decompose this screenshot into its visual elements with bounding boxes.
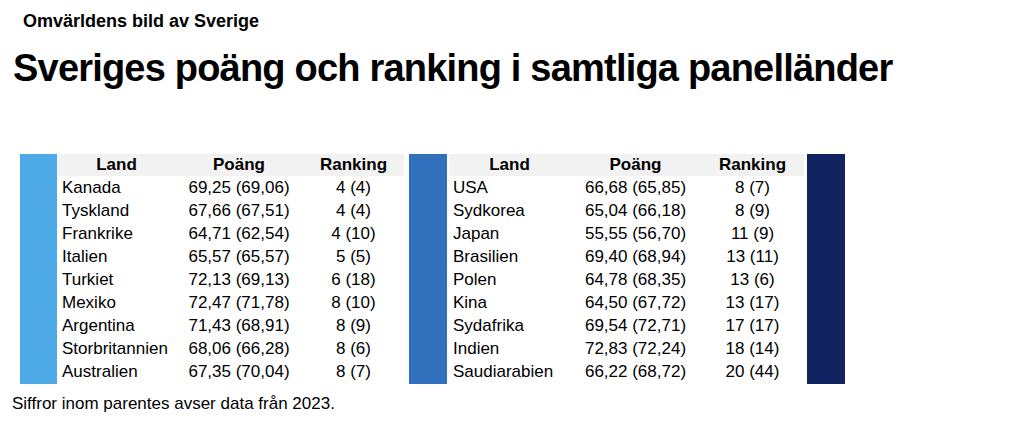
country-cell: Tyskland xyxy=(58,199,175,222)
score-cell: 69,25 (69,06) xyxy=(175,176,303,199)
table-row: Sydkorea 65,04 (66,18) 8 (9) xyxy=(449,199,804,222)
country-cell: Kanada xyxy=(58,176,175,199)
left-country-table: Land Poäng Ranking Kanada 69,25 (69,06) … xyxy=(58,154,404,383)
table-row: Frankrike 64,71 (62,54) 4 (10) xyxy=(58,222,404,245)
country-cell: USA xyxy=(449,176,570,199)
table-row: Tyskland 67,66 (67,51) 4 (4) xyxy=(58,199,404,222)
country-cell: Saudiarabien xyxy=(449,360,570,383)
ranking-cell: 8 (9) xyxy=(701,199,804,222)
country-cell: Sydafrika xyxy=(449,314,570,337)
country-cell: Sydkorea xyxy=(449,199,570,222)
ranking-cell: 20 (44) xyxy=(701,360,804,383)
ranking-cell: 8 (6) xyxy=(303,337,404,360)
country-cell: Mexiko xyxy=(58,291,175,314)
table-header-row: Land Poäng Ranking xyxy=(58,154,404,176)
ranking-cell: 13 (17) xyxy=(701,291,804,314)
ranking-cell: 8 (10) xyxy=(303,291,404,314)
column-header-land: Land xyxy=(58,154,175,176)
score-cell: 72,83 (72,24) xyxy=(570,337,701,360)
ranking-cell: 8 (7) xyxy=(303,360,404,383)
table-row: Saudiarabien 66,22 (68,72) 20 (44) xyxy=(449,360,804,383)
ranking-cell: 13 (11) xyxy=(701,245,804,268)
score-cell: 69,40 (68,94) xyxy=(570,245,701,268)
page-title: Sveriges poäng och ranking i samtliga pa… xyxy=(13,47,892,90)
score-cell: 65,57 (65,57) xyxy=(175,245,303,268)
country-cell: Frankrike xyxy=(58,222,175,245)
table-row: Storbritannien 68,06 (66,28) 8 (6) xyxy=(58,337,404,360)
ranking-cell: 8 (9) xyxy=(303,314,404,337)
right-country-table: Land Poäng Ranking USA 66,68 (65,85) 8 (… xyxy=(449,154,804,383)
table-row: Brasilien 69,40 (68,94) 13 (11) xyxy=(449,245,804,268)
country-cell: Brasilien xyxy=(449,245,570,268)
ranking-cell: 18 (14) xyxy=(701,337,804,360)
table-row: Polen 64,78 (68,35) 13 (6) xyxy=(449,268,804,291)
table-row: Sydafrika 69,54 (72,71) 17 (17) xyxy=(449,314,804,337)
score-cell: 66,22 (68,72) xyxy=(570,360,701,383)
score-cell: 64,78 (68,35) xyxy=(570,268,701,291)
score-cell: 72,13 (69,13) xyxy=(175,268,303,291)
country-cell: Indien xyxy=(449,337,570,360)
score-cell: 69,54 (72,71) xyxy=(570,314,701,337)
table-row: Turkiet 72,13 (69,13) 6 (18) xyxy=(58,268,404,291)
middle-accent-bar xyxy=(409,154,447,384)
score-cell: 67,66 (67,51) xyxy=(175,199,303,222)
column-header-land: Land xyxy=(449,154,570,176)
score-cell: 64,50 (67,72) xyxy=(570,291,701,314)
table-row: Kanada 69,25 (69,06) 4 (4) xyxy=(58,176,404,199)
ranking-cell: 4 (4) xyxy=(303,176,404,199)
ranking-cell: 11 (9) xyxy=(701,222,804,245)
column-header-poang: Poäng xyxy=(570,154,701,176)
ranking-cell: 8 (7) xyxy=(701,176,804,199)
country-cell: Turkiet xyxy=(58,268,175,291)
ranking-cell: 4 (10) xyxy=(303,222,404,245)
right-accent-bar xyxy=(807,154,845,384)
ranking-cell: 5 (5) xyxy=(303,245,404,268)
ranking-cell: 6 (18) xyxy=(303,268,404,291)
table-row: Australien 67,35 (70,04) 8 (7) xyxy=(58,360,404,383)
score-cell: 64,71 (62,54) xyxy=(175,222,303,245)
column-header-ranking: Ranking xyxy=(303,154,404,176)
table-row: Japan 55,55 (56,70) 11 (9) xyxy=(449,222,804,245)
table-row: Argentina 71,43 (68,91) 8 (9) xyxy=(58,314,404,337)
score-cell: 68,06 (66,28) xyxy=(175,337,303,360)
country-cell: Polen xyxy=(449,268,570,291)
left-accent-bar xyxy=(20,154,57,384)
score-cell: 65,04 (66,18) xyxy=(570,199,701,222)
score-cell: 72,47 (71,78) xyxy=(175,291,303,314)
footnote: Siffror inom parentes avser data från 20… xyxy=(12,394,335,414)
kicker: Omvärldens bild av Sverige xyxy=(23,11,259,32)
country-cell: Japan xyxy=(449,222,570,245)
table-row: USA 66,68 (65,85) 8 (7) xyxy=(449,176,804,199)
score-cell: 55,55 (56,70) xyxy=(570,222,701,245)
score-cell: 66,68 (65,85) xyxy=(570,176,701,199)
country-cell: Australien xyxy=(58,360,175,383)
country-cell: Kina xyxy=(449,291,570,314)
ranking-cell: 13 (6) xyxy=(701,268,804,291)
ranking-cell: 4 (4) xyxy=(303,199,404,222)
ranking-cell: 17 (17) xyxy=(701,314,804,337)
column-header-ranking: Ranking xyxy=(701,154,804,176)
tables-strip: Land Poäng Ranking Kanada 69,25 (69,06) … xyxy=(20,154,845,384)
score-cell: 71,43 (68,91) xyxy=(175,314,303,337)
country-cell: Argentina xyxy=(58,314,175,337)
country-cell: Italien xyxy=(58,245,175,268)
table-row: Italien 65,57 (65,57) 5 (5) xyxy=(58,245,404,268)
column-header-poang: Poäng xyxy=(175,154,303,176)
table-row: Kina 64,50 (67,72) 13 (17) xyxy=(449,291,804,314)
country-cell: Storbritannien xyxy=(58,337,175,360)
score-cell: 67,35 (70,04) xyxy=(175,360,303,383)
table-row: Indien 72,83 (72,24) 18 (14) xyxy=(449,337,804,360)
table-header-row: Land Poäng Ranking xyxy=(449,154,804,176)
table-row: Mexiko 72,47 (71,78) 8 (10) xyxy=(58,291,404,314)
